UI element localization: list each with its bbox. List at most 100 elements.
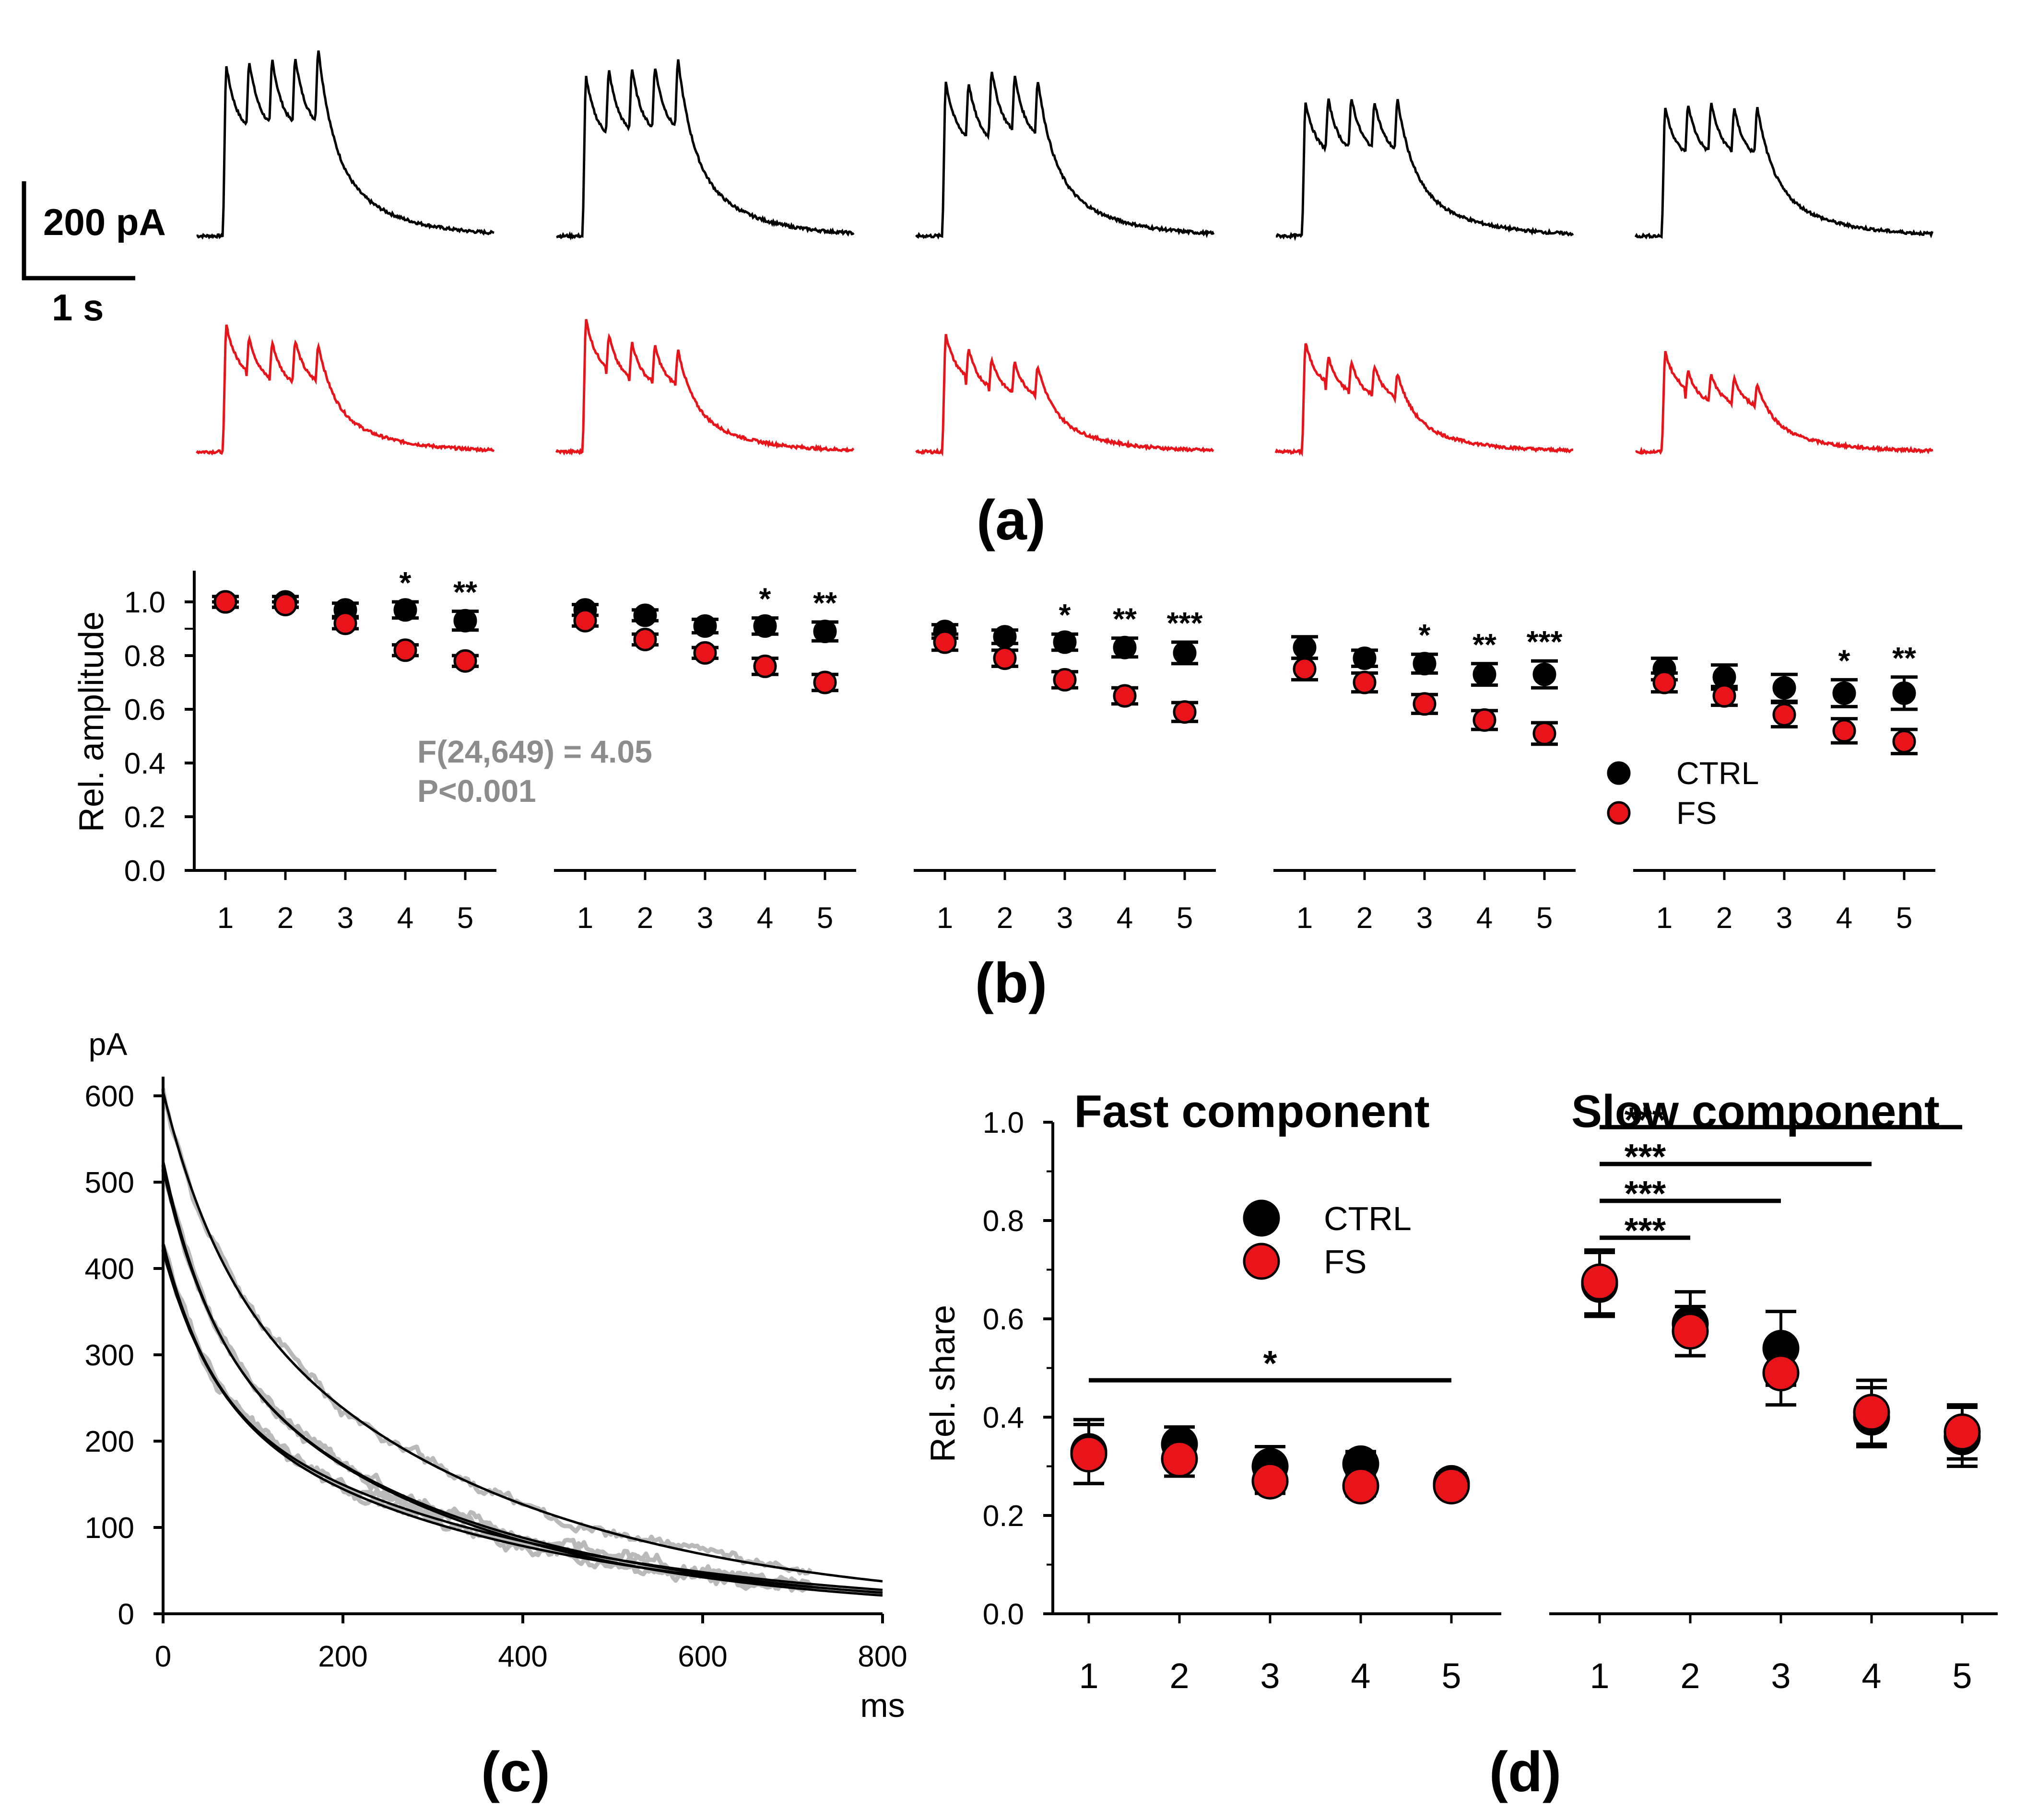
- b-fs-point: [1832, 719, 1856, 743]
- d-sig-label: ***: [1625, 1210, 1666, 1250]
- b-significance: **: [813, 586, 837, 620]
- b-fs-point: [1652, 670, 1676, 694]
- c-y-tick-label: 100: [85, 1512, 134, 1545]
- b-x-tick-label: 4: [1476, 902, 1493, 935]
- c-y-tick-label: 200: [85, 1425, 134, 1458]
- b-x-tick-label: 4: [1836, 902, 1852, 935]
- d-x-tick-label: 5: [1441, 1656, 1461, 1696]
- b-fs-point: [573, 609, 597, 633]
- d-fs-point: [1342, 1468, 1379, 1504]
- b-x-tick-label: 2: [637, 902, 653, 935]
- b-x-tick-label: 3: [1416, 902, 1433, 935]
- b-x-tick-label: 1: [217, 902, 234, 935]
- d-fs-point: [1944, 1413, 1981, 1451]
- b-significance: **: [1472, 627, 1496, 662]
- b-fs-point: [273, 593, 297, 617]
- b-fs-point: [333, 611, 357, 635]
- b-x-tick-label: 2: [277, 902, 294, 935]
- b-ctrl-point: [993, 625, 1017, 649]
- b-fs-point: [813, 670, 837, 694]
- b-ctrl-point: [1832, 681, 1856, 705]
- d-x-tick-label: 4: [1351, 1656, 1370, 1696]
- b-legend-fs-marker: [1607, 801, 1631, 825]
- b-significance: ***: [1167, 606, 1203, 640]
- d-x-tick-label: 3: [1260, 1656, 1280, 1696]
- b-ctrl-point: [1053, 630, 1077, 654]
- c-x-tick-label: 400: [498, 1640, 547, 1673]
- b-y-tick-label: 0.0: [124, 855, 165, 888]
- panel-label-a: (a): [977, 489, 1046, 552]
- c-x-tick-label: 200: [318, 1640, 367, 1673]
- b-ctrl-point: [1772, 676, 1796, 700]
- trace-fs-2: [555, 319, 855, 456]
- b-ctrl-point: [1293, 635, 1317, 659]
- b-x-tick-label: 2: [997, 902, 1013, 935]
- b-legend-ctrl-marker: [1607, 761, 1631, 785]
- d-x-tick-label: 4: [1861, 1656, 1881, 1696]
- d-fs-point: [1251, 1462, 1289, 1500]
- c-fit-curve-2: [162, 1160, 883, 1597]
- b-y-label: Rel. amplitude: [72, 611, 111, 832]
- b-x-tick-label: 2: [1356, 902, 1373, 935]
- b-y-tick-label: 0.4: [124, 747, 165, 780]
- b-x-tick-label: 1: [1296, 902, 1313, 935]
- d-fs-point: [1762, 1354, 1800, 1392]
- b-fs-point: [453, 649, 477, 673]
- b-fs-point: [753, 654, 777, 678]
- b-significance: **: [453, 575, 477, 610]
- b-y-tick-label: 0.8: [124, 640, 165, 673]
- d-y-tick-label: 0.8: [983, 1205, 1024, 1238]
- b-significance: **: [1892, 641, 1916, 675]
- c-y-label: pA: [89, 1026, 128, 1062]
- panel-d-share-plot: 0.0 0.2 0.4 0.6 0.8 1.0 Rel. share Fast compone…: [924, 1086, 1998, 1696]
- b-legend-ctrl-label: CTRL: [1676, 755, 1759, 791]
- b-significance: ***: [1527, 624, 1563, 659]
- b-fs-point: [393, 638, 417, 662]
- b-y-tick-label: 1.0: [124, 586, 165, 619]
- scalebar-x-label: 1 s: [52, 286, 104, 329]
- b-stat-f: F(24,649) = 4.05: [417, 734, 652, 769]
- trace-ctrl-5: [1634, 103, 1934, 240]
- d-fs-point: [1070, 1435, 1107, 1473]
- d-x-tick-label: 1: [1079, 1656, 1098, 1696]
- d-x-tick-label: 2: [1680, 1656, 1700, 1696]
- b-fs-point: [693, 641, 717, 665]
- b-fs-point: [1353, 670, 1377, 694]
- c-fit-curve-1: [162, 1091, 883, 1583]
- b-fs-point: [1053, 668, 1077, 692]
- b-ctrl-point: [633, 603, 657, 627]
- b-fs-point: [933, 630, 957, 654]
- b-ctrl-point: [1892, 681, 1916, 705]
- trace-fs-5: [1635, 351, 1933, 455]
- trace-fs-1: [196, 324, 495, 456]
- d-x-tick-label: 1: [1590, 1656, 1609, 1696]
- b-x-tick-label: 4: [1117, 902, 1133, 935]
- b-fs-point: [1772, 703, 1796, 727]
- d-sig-label: ***: [1625, 1137, 1666, 1176]
- d-sig-label: ***: [1625, 1100, 1666, 1139]
- trace-fs-4: [1274, 343, 1574, 457]
- c-y-tick-label: 300: [85, 1339, 134, 1372]
- b-x-tick-label: 5: [457, 902, 473, 935]
- b-legend-fs-label: FS: [1676, 795, 1717, 831]
- b-fs-point: [1173, 700, 1197, 724]
- b-stat-p: P<0.001: [417, 773, 536, 809]
- b-ctrl-point: [693, 614, 717, 638]
- b-x-tick-label: 5: [1896, 902, 1912, 935]
- b-fs-point: [633, 627, 657, 651]
- b-x-tick-label: 3: [1057, 902, 1073, 935]
- c-y-tick-label: 0: [118, 1598, 134, 1631]
- b-fs-point: [1892, 729, 1916, 753]
- b-ctrl-point: [813, 620, 837, 644]
- trace-ctrl-3: [915, 71, 1215, 240]
- d-x-tick-label: 2: [1169, 1656, 1189, 1696]
- c-x-tick-label: 0: [155, 1640, 171, 1673]
- b-x-tick-label: 5: [817, 902, 833, 935]
- b-x-tick-label: 3: [337, 902, 353, 935]
- panel-label-d: (d): [1489, 1740, 1562, 1804]
- b-x-tick-label: 1: [937, 902, 953, 935]
- d-legend-fs-marker: [1243, 1243, 1280, 1280]
- panel-a-traces: 200 pA 1 s: [22, 50, 1934, 457]
- b-ctrl-point: [1173, 641, 1197, 665]
